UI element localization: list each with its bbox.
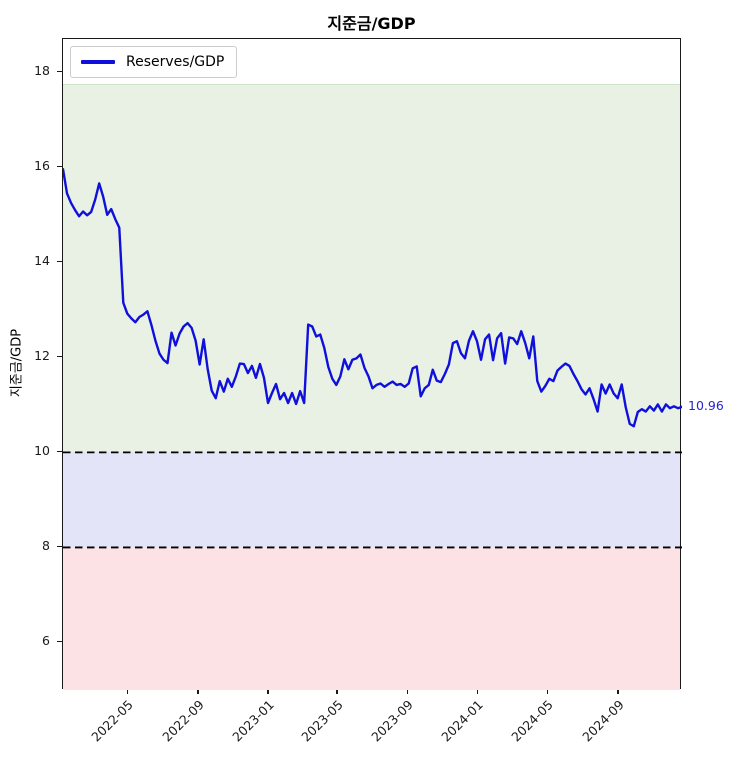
legend: Reserves/GDP bbox=[70, 46, 238, 78]
x-tick-label-2024-05: 2024-05 bbox=[508, 697, 556, 745]
x-tick-label-2023-05: 2023-05 bbox=[298, 697, 346, 745]
last-value-annotation: 10.96 bbox=[688, 397, 724, 413]
y-tick-label-8: 8 bbox=[42, 538, 50, 554]
y-tick-label-6: 6 bbox=[42, 633, 50, 649]
lower-pink-zone-band bbox=[63, 547, 680, 690]
chart-title: 지준금/GDP bbox=[327, 14, 416, 33]
x-tick-mark-2023-09 bbox=[406, 689, 409, 694]
mid-lavender-zone-band bbox=[63, 452, 680, 548]
reserves-gdp-line bbox=[63, 167, 682, 428]
y-tick-mark-14 bbox=[57, 260, 62, 263]
x-tick-mark-2023-01 bbox=[267, 689, 269, 694]
y-tick-mark-8 bbox=[57, 545, 62, 548]
y-tick-mark-6 bbox=[57, 640, 62, 643]
legend-line-sample bbox=[81, 60, 115, 64]
y-tick-label-18: 18 bbox=[34, 63, 50, 79]
legend-label: Reserves/GDP bbox=[126, 54, 225, 70]
x-tick-label-2022-09: 2022-09 bbox=[159, 697, 207, 745]
y-tick-mark-16 bbox=[57, 165, 62, 167]
x-tick-mark-2023-05 bbox=[336, 689, 338, 694]
x-tick-label-2024-01: 2024-01 bbox=[438, 697, 487, 745]
y-tick-mark-18 bbox=[57, 70, 62, 72]
x-tick-label-2024-09: 2024-09 bbox=[578, 697, 627, 745]
x-tick-mark-2024-01 bbox=[477, 689, 479, 694]
plot-area: Reserves/GDP bbox=[62, 38, 682, 690]
y-tick-label-16: 16 bbox=[34, 158, 50, 174]
x-tick-label-2023-01: 2023-01 bbox=[229, 697, 277, 745]
x-tick-mark-2022-09 bbox=[197, 689, 199, 694]
line-chart-svg bbox=[63, 167, 682, 549]
y-tick-label-10: 10 bbox=[34, 443, 50, 459]
y-tick-mark-12 bbox=[57, 355, 62, 358]
x-tick-label-2022-05: 2022-05 bbox=[88, 697, 137, 745]
y-tick-mark-10 bbox=[57, 450, 62, 453]
upper-green-zone-band bbox=[63, 84, 680, 454]
x-tick-mark-2024-05 bbox=[546, 689, 548, 694]
x-tick-mark-2024-09 bbox=[617, 689, 619, 694]
y-tick-label-14: 14 bbox=[34, 253, 50, 269]
y-tick-label-12: 12 bbox=[34, 348, 50, 364]
x-tick-label-2023-09: 2023-09 bbox=[368, 697, 417, 745]
x-tick-mark-2022-05 bbox=[126, 689, 129, 694]
